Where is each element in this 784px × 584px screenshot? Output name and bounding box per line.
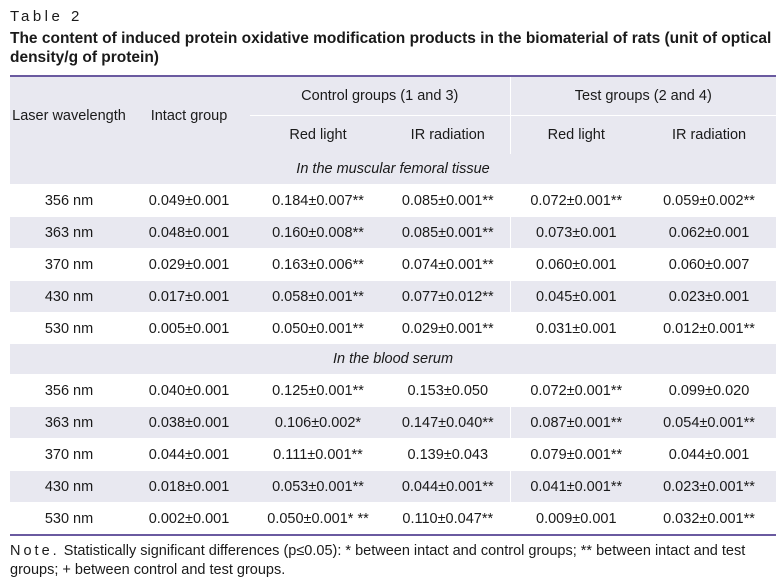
table-label: Table 2 — [10, 8, 83, 25]
table-row: 430 nm 0.017±0.001 0.058±0.001** 0.077±0.01… — [10, 280, 777, 313]
table-cell: 0.045±0.001 — [509, 280, 643, 313]
row-wavelength: 363 nm — [10, 216, 128, 249]
table-row: 356 nm 0.040±0.001 0.125±0.001** 0.153±0.05… — [10, 374, 777, 407]
table-body: In the muscular femoral tissue 356 nm 0.04… — [10, 154, 777, 535]
table-cell: 0.077±0.012** — [386, 280, 511, 313]
table-cell: 0.044±0.001** — [386, 470, 511, 503]
table-cell: 0.012±0.001** — [642, 312, 777, 344]
table-cell: 0.072±0.001** — [509, 184, 643, 217]
note-text: Statistically significant differences (p… — [10, 543, 746, 578]
table-cell: 0.085±0.001** — [386, 184, 511, 217]
table-cell: 0.110±0.047** — [386, 502, 511, 535]
table-cell: 0.048±0.001 — [128, 216, 250, 249]
header-row-1: Laser wavelength Intact group Control gr… — [10, 76, 777, 124]
section-title: In the muscular femoral tissue — [296, 161, 490, 177]
table-cell: 0.040±0.001 — [128, 374, 250, 407]
table-cell: 0.050±0.001** — [250, 312, 386, 344]
header-control-groups: Control groups (1 and 3) — [250, 76, 511, 116]
table-cell: 0.058±0.001** — [250, 280, 386, 313]
table-cell: 0.017±0.001 — [128, 280, 250, 313]
table-cell: 0.060±0.001 — [509, 248, 643, 281]
table-row: 430 nm 0.018±0.001 0.053±0.001** 0.044±0.00… — [10, 470, 777, 503]
section-header-row: In the muscular femoral tissue — [10, 154, 777, 185]
table-cell: 0.032±0.001** — [642, 502, 777, 535]
table-row: 370 nm 0.044±0.001 0.111±0.001** 0.139±0.04… — [10, 438, 777, 471]
table-cell: 0.062±0.001 — [642, 216, 777, 249]
table-cell: 0.147±0.040** — [386, 406, 511, 439]
table-row: 370 nm 0.029±0.001 0.163±0.006** 0.074±0.00… — [10, 248, 777, 281]
row-wavelength: 356 nm — [10, 184, 128, 217]
header-test-groups: Test groups (2 and 4) — [509, 76, 777, 116]
section-header-row: In the blood serum — [10, 344, 777, 375]
table-row: 363 nm 0.038±0.001 0.106±0.002* 0.147±0.040… — [10, 406, 777, 439]
table-cell: 0.023±0.001** — [642, 470, 777, 503]
table-cell: 0.041±0.001** — [509, 470, 643, 503]
table-cell: 0.044±0.001 — [128, 438, 250, 471]
table-cell: 0.002±0.001 — [128, 502, 250, 535]
table-row: 530 nm 0.005±0.001 0.050±0.001** 0.029±0.00… — [10, 312, 777, 344]
table-cell: 0.160±0.008** — [250, 216, 386, 249]
table-cell: 0.074±0.001** — [386, 248, 511, 281]
table-cell: 0.079±0.001** — [509, 438, 643, 471]
table-cell: 0.023±0.001 — [642, 280, 777, 313]
table-cell: 0.139±0.043 — [386, 438, 511, 471]
data-table: Laser wavelength Intact group Control gr… — [10, 75, 777, 536]
section-title: In the blood serum — [332, 351, 454, 367]
table-cell: 0.049±0.001 — [128, 184, 250, 217]
table-cell: 0.087±0.001** — [509, 406, 643, 439]
table-cell: 0.072±0.001** — [509, 374, 643, 407]
table-cell: 0.009±0.001 — [509, 502, 643, 535]
row-wavelength: 363 nm — [10, 406, 128, 439]
header-control-red: Red light — [289, 127, 347, 143]
row-wavelength: 356 nm — [10, 374, 128, 407]
row-wavelength: 430 nm — [10, 470, 128, 503]
table-cell: 0.031±0.001 — [509, 312, 643, 344]
note-label: Note. — [10, 543, 60, 559]
table-cell: 0.125±0.001** — [250, 374, 386, 407]
table-cell: 0.005±0.001 — [128, 312, 250, 344]
table-cell: 0.060±0.007 — [642, 248, 777, 281]
table-note: Note. Statistically significant differen… — [10, 542, 776, 580]
table-cell: 0.153±0.050 — [386, 374, 511, 407]
row-wavelength: 430 nm — [10, 280, 128, 313]
table-cell: 0.054±0.001** — [642, 406, 777, 439]
header-test-ir: IR radiation — [671, 127, 747, 143]
table-cell: 0.053±0.001** — [250, 470, 386, 503]
table-cell: 0.029±0.001** — [386, 312, 511, 344]
table-cell: 0.038±0.001 — [128, 406, 250, 439]
table-cell: 0.099±0.020 — [642, 374, 777, 407]
table-cell: 0.018±0.001 — [128, 470, 250, 503]
row-wavelength: 530 nm — [10, 502, 128, 535]
table-cell: 0.184±0.007** — [250, 184, 386, 217]
header-test-red: Red light — [509, 115, 643, 154]
table-cell: 0.106±0.002* — [250, 406, 386, 439]
table-cell: 0.111±0.001** — [250, 438, 386, 471]
row-wavelength: 530 nm — [10, 312, 128, 344]
table-cell: 0.163±0.006** — [250, 248, 386, 281]
table-cell: 0.029±0.001 — [128, 248, 250, 281]
row-wavelength: 370 nm — [10, 248, 128, 281]
table-cell: 0.073±0.001 — [509, 216, 643, 249]
table-row: 363 nm 0.048±0.001 0.160±0.008** 0.085±0.00… — [10, 216, 777, 249]
table-title: The content of induced protein oxidative… — [10, 30, 772, 66]
table-cell: 0.050±0.001* ** — [250, 502, 386, 535]
table-row: 530 nm 0.002±0.001 0.050±0.001* ** 0.110±0.… — [10, 502, 777, 535]
table-row: 356 nm 0.049±0.001 0.184±0.007** 0.085±0.00… — [10, 184, 777, 217]
table-cell: 0.044±0.001 — [642, 438, 777, 471]
row-wavelength: 370 nm — [10, 438, 128, 471]
table-cell: 0.059±0.002** — [642, 184, 777, 217]
header-intact: Intact group — [150, 107, 228, 124]
header-control-ir: IR radiation — [410, 127, 485, 143]
header-wavelength: Laser wavelength — [12, 107, 126, 124]
table-container: Table 2 The content of induced protein o… — [10, 8, 777, 580]
table-cell: 0.085±0.001** — [386, 216, 511, 249]
